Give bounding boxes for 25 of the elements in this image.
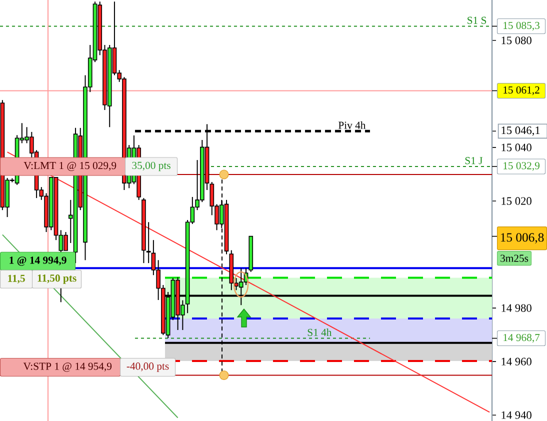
ref-line-label: S1 S: [468, 16, 486, 24]
ref-line-label: S1 4h: [308, 328, 332, 336]
y-tick-label: 14 960: [502, 358, 532, 366]
y-tick-label: 15 040: [502, 144, 532, 152]
text: 15 032,9: [504, 162, 540, 171]
y-tick-label: 15 046,1: [502, 126, 540, 136]
annotation: 11,50 pts: [38, 274, 76, 284]
ref-line-label: S1 J: [465, 157, 483, 164]
text: 15 085,3: [504, 22, 540, 31]
ref-line-label: Piv 4h: [338, 121, 366, 129]
annotation: -40,00 pts: [126, 362, 169, 372]
ref-line-label: V:STP 1 @ 14 954,9: [23, 362, 112, 372]
ref-line-label: 1 @ 14 994,9: [10, 256, 66, 266]
y-tick-label: 15 020: [502, 197, 532, 205]
text: 3m25s: [500, 254, 528, 262]
annotation: 35,00 pts: [132, 162, 170, 172]
candlestick: [146, 222, 151, 264]
y-tick-label: 14 980: [502, 304, 532, 312]
y-tick-label: 14 940: [502, 411, 532, 419]
y-tick-label: 15 080: [502, 36, 532, 44]
ref-line-label: V:LMT 1 @ 15 029,9: [24, 162, 116, 172]
text: 15 061,2: [504, 86, 540, 96]
annotation: 11,5: [8, 274, 25, 284]
text: 14 968,7: [504, 334, 540, 343]
text: 15 006,8: [500, 233, 544, 244]
